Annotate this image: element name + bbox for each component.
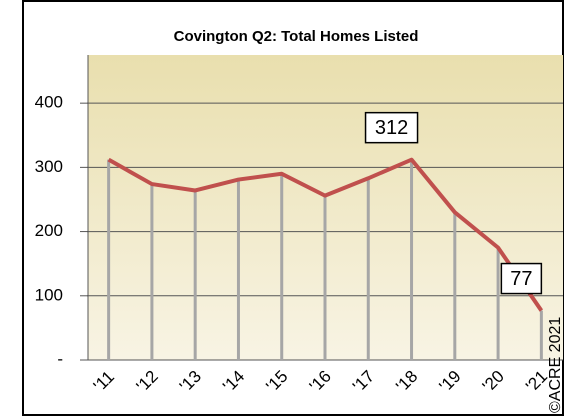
y-tick-label: - [57, 349, 63, 368]
y-tick-label: 300 [35, 157, 63, 176]
value-label-box [364, 111, 419, 144]
chart-title: Covington Q2: Total Homes Listed [174, 28, 419, 45]
y-tick-label: 100 [35, 285, 63, 304]
value-label-box [500, 262, 543, 295]
y-tick-label: 400 [35, 93, 63, 112]
data-line [107, 157, 544, 312]
value-label: 312 [375, 117, 408, 139]
copyright: ©ACRE 2021 [547, 317, 564, 413]
y-tick-label: 200 [35, 221, 63, 240]
value-label: 77 [510, 268, 532, 290]
